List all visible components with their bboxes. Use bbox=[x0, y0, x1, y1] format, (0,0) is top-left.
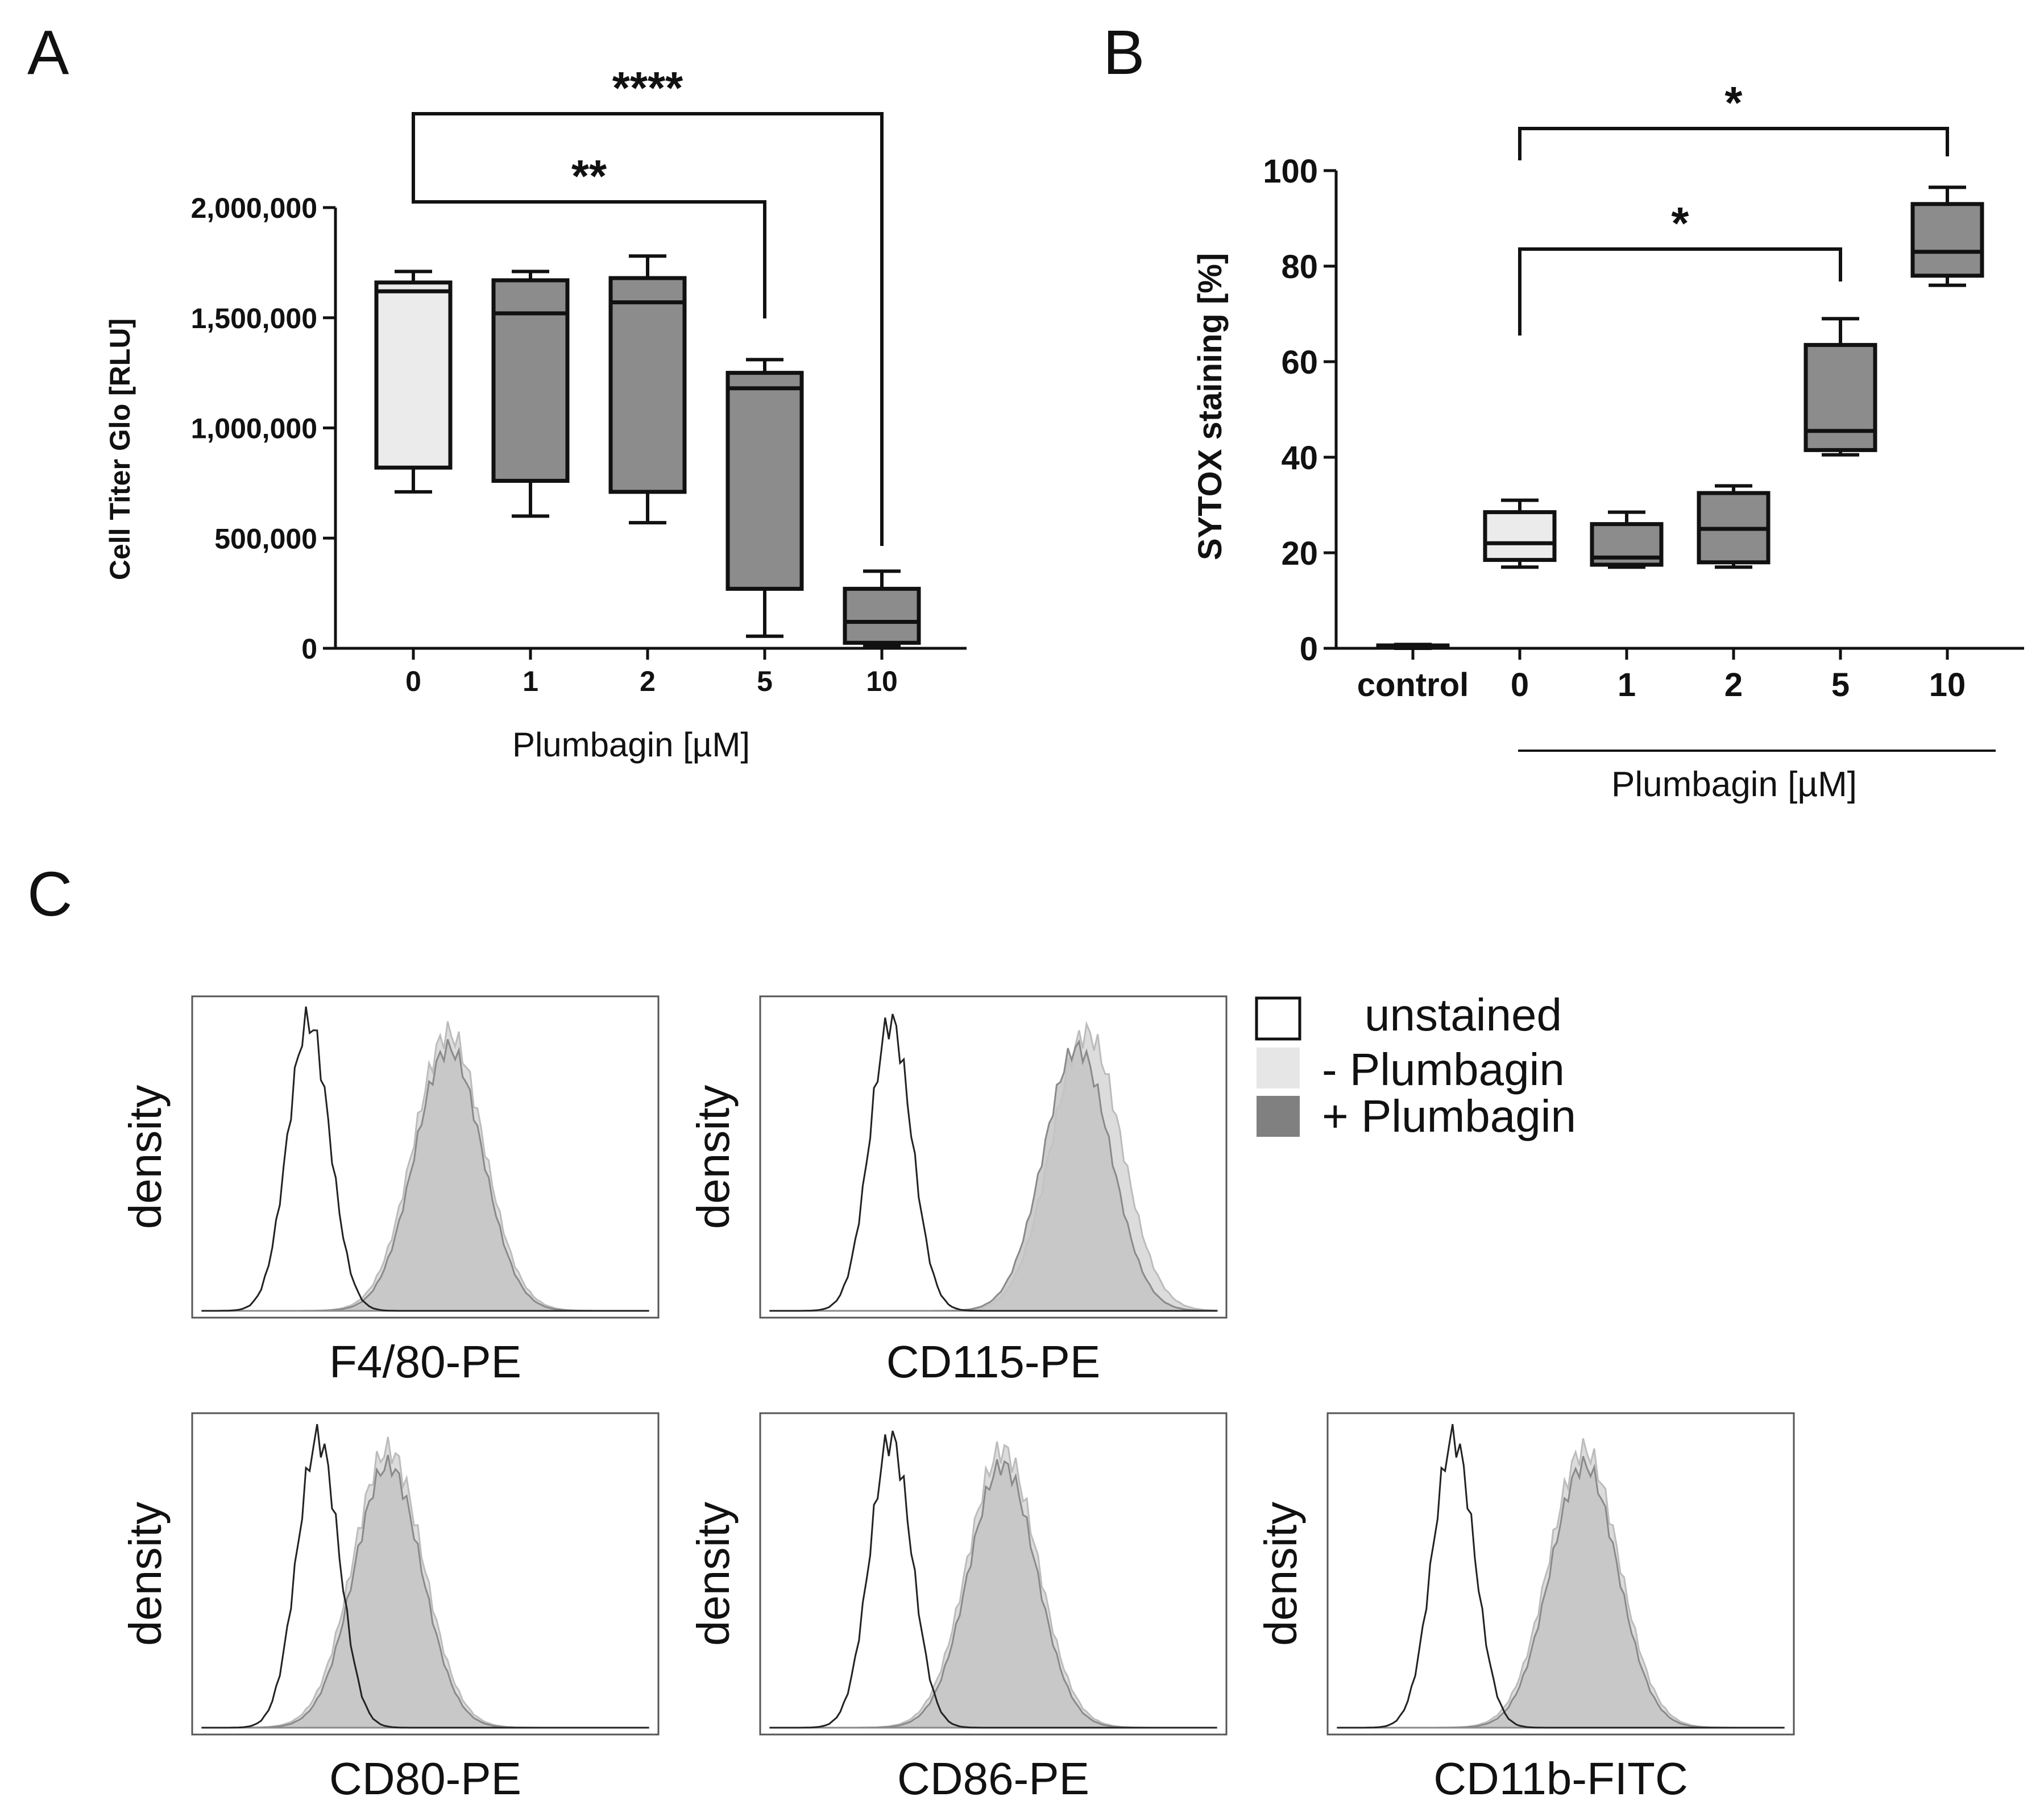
a-x-tick-label: 5 bbox=[757, 665, 773, 697]
a-y-tick-label: 500,000 bbox=[214, 523, 317, 554]
histogram-x-axis-label: CD11b-FITC bbox=[1433, 1753, 1688, 1804]
b-x-tick-label: 1 bbox=[1618, 667, 1636, 703]
panel-a-significance: ****** bbox=[412, 63, 884, 546]
histogram-x-axis-label: CD80-PE bbox=[329, 1753, 521, 1804]
histogram-x-axis-label: CD115-PE bbox=[886, 1336, 1100, 1387]
histogram-y-axis-label: density bbox=[688, 1085, 739, 1229]
a-x-tick-label: 1 bbox=[523, 665, 538, 697]
a-significance-bracket bbox=[412, 176, 766, 318]
legend-swatch-minus-plumbagin bbox=[1257, 1048, 1300, 1088]
histogram-y-axis-label: density bbox=[688, 1502, 739, 1646]
histogram-frame bbox=[759, 995, 1228, 1319]
panel-letter-b: B bbox=[1103, 18, 1145, 88]
b-box-10 bbox=[1910, 202, 1984, 278]
panel-b-x-axis-label: Plumbagin [µM] bbox=[1611, 765, 1857, 804]
b-y-tick-label: 100 bbox=[1263, 153, 1318, 190]
b-x-tick-label: 5 bbox=[1831, 667, 1850, 703]
a-box-2 bbox=[608, 276, 687, 494]
b-y-tick-label: 40 bbox=[1281, 440, 1318, 477]
b-y-tick-label: 0 bbox=[1300, 631, 1318, 668]
histogram-plus-plumbagin bbox=[769, 1039, 1218, 1312]
panel-letter-a: A bbox=[27, 18, 69, 88]
panel-letter-c: C bbox=[27, 859, 72, 929]
panel-a-chart: 0 500,000 1,000,000 1,500,000 2,000,000 0 1 2 5 1… bbox=[104, 63, 967, 764]
a-significance-label: **** bbox=[612, 63, 683, 113]
legend-swatch-plus-plumbagin bbox=[1257, 1096, 1300, 1137]
legend-swatch-unstained bbox=[1255, 996, 1301, 1041]
legend-label-minus-plumbagin: - Plumbagin bbox=[1322, 1044, 1565, 1095]
b-box-5 bbox=[1803, 343, 1877, 452]
b-x-tick-label: 2 bbox=[1724, 667, 1743, 703]
b-box-0 bbox=[1483, 510, 1557, 562]
a-box-0 bbox=[374, 280, 453, 470]
b-y-tick-label: 60 bbox=[1281, 344, 1318, 381]
histogram-unstained bbox=[769, 1013, 1217, 1312]
a-box-5 bbox=[725, 371, 804, 591]
a-significance-label: ** bbox=[571, 151, 607, 201]
a-x-tick-label: 2 bbox=[640, 665, 656, 697]
histogram-y-axis-label: density bbox=[120, 1502, 171, 1646]
panel-c-histograms: F4/80-PE density CD115-PE density CD80-PE den… bbox=[120, 995, 1795, 1804]
legend-label-unstained: unstained bbox=[1365, 990, 1562, 1040]
histogram-y-axis-label: density bbox=[1255, 1502, 1306, 1646]
panel-b-boxes bbox=[1376, 185, 1984, 650]
b-x-tick-label: control bbox=[1357, 667, 1469, 703]
histogram-y-axis-label: density bbox=[120, 1085, 171, 1229]
panel-a-x-axis-label: Plumbagin [µM] bbox=[512, 726, 750, 764]
histogram-x-axis-label: CD86-PE bbox=[897, 1753, 1089, 1804]
panel-b-axes: 0 20 40 60 80 100 control 0 1 2 5 10 bbox=[1263, 153, 2024, 703]
a-box-10 bbox=[843, 586, 921, 645]
b-y-tick-label: 80 bbox=[1281, 249, 1318, 285]
b-x-tick-label: 10 bbox=[1929, 667, 1966, 703]
a-x-tick-label: 10 bbox=[866, 665, 898, 697]
panel-b-significance: ** bbox=[1518, 77, 1949, 336]
panel-a-y-axis-label: Cell Titer Glo [RLU] bbox=[104, 318, 136, 580]
panel-b-y-axis-label: SYTOX staining [%] bbox=[1192, 253, 1229, 560]
panel-a-axes: 0 500,000 1,000,000 1,500,000 2,000,000 0 1 2 5 1… bbox=[191, 192, 967, 697]
a-y-tick-label: 1,000,000 bbox=[191, 413, 317, 445]
b-significance-label: * bbox=[1724, 77, 1743, 128]
panel-a-boxes bbox=[374, 254, 921, 648]
histogram-unstained bbox=[769, 1430, 1217, 1729]
b-y-tick-label: 20 bbox=[1281, 535, 1318, 572]
legend-label-plus-plumbagin: + Plumbagin bbox=[1322, 1091, 1576, 1141]
histogram-x-axis-label: F4/80-PE bbox=[329, 1336, 521, 1387]
a-significance-bracket bbox=[412, 112, 884, 546]
a-y-tick-label: 2,000,000 bbox=[191, 192, 317, 224]
b-significance-bracket bbox=[1518, 127, 1949, 160]
b-x-tick-label: 0 bbox=[1511, 667, 1529, 703]
a-x-tick-label: 0 bbox=[405, 665, 421, 697]
histogram-unstained bbox=[201, 1006, 649, 1312]
a-y-tick-label: 0 bbox=[301, 633, 317, 665]
histogram-unstained bbox=[201, 1424, 649, 1729]
a-box-1 bbox=[491, 278, 570, 483]
b-significance-label: * bbox=[1671, 198, 1689, 249]
panel-c-legend: unstained - Plumbagin + Plumbagin bbox=[1255, 990, 1576, 1141]
b-significance-bracket bbox=[1518, 247, 1842, 336]
histogram-unstained bbox=[1337, 1424, 1785, 1729]
a-y-tick-label: 1,500,000 bbox=[191, 303, 317, 334]
